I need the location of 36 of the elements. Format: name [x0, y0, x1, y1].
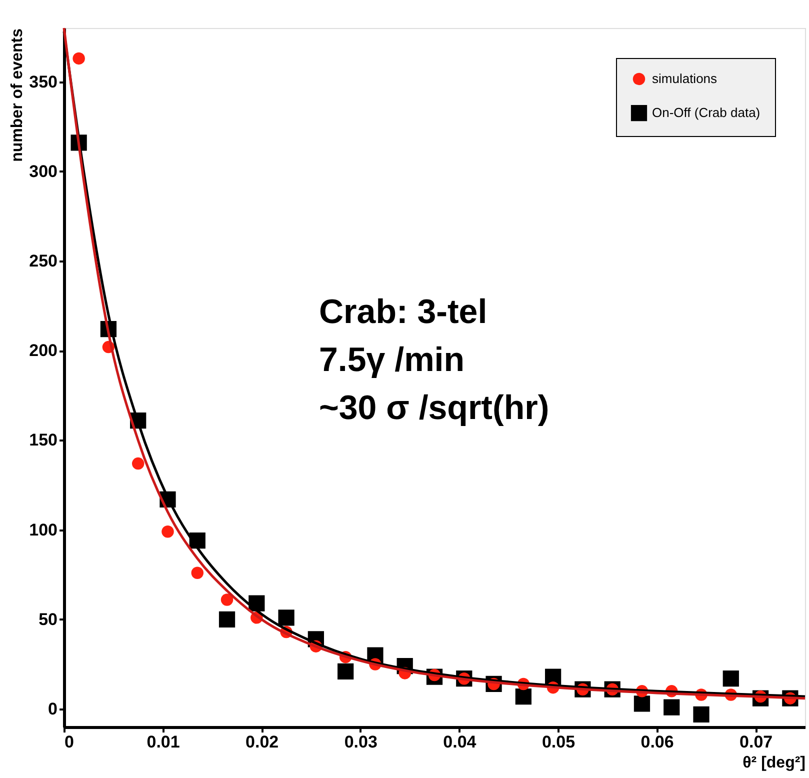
point	[278, 610, 294, 626]
annotation: 7.5γ /min	[319, 341, 465, 379]
point	[191, 566, 204, 579]
x-tick-label: 0.02	[246, 732, 279, 752]
legend-label: simulations	[652, 71, 718, 86]
y-tick-label: 300	[29, 162, 58, 181]
point	[693, 706, 710, 723]
x-tick-label: 0	[64, 732, 74, 752]
y-tick-label: 250	[29, 252, 58, 270]
point	[338, 663, 354, 680]
point	[664, 699, 680, 716]
x-tick-label: 0.01	[146, 732, 180, 752]
y-tick-label: 50	[38, 610, 58, 629]
x-tick-label: 0.04	[443, 732, 477, 752]
point	[634, 696, 650, 712]
y-tick-label: 200	[29, 341, 58, 360]
point	[162, 526, 174, 538]
x-tick-label: 0.06	[640, 732, 674, 752]
y-axis-title: number of events	[9, 28, 26, 162]
x-tick-label: 0.05	[542, 732, 576, 752]
y-tick-label: 150	[29, 430, 58, 450]
y-tick-label: 0	[48, 700, 58, 719]
y-tick-label: 100	[29, 520, 58, 540]
point	[220, 594, 234, 606]
point	[132, 457, 144, 470]
point	[515, 688, 532, 705]
annotation: Crab: 3-tel	[319, 293, 488, 331]
x-axis-title: θ² [deg²]	[742, 754, 806, 772]
point	[72, 52, 85, 65]
y-tick-label: 350	[29, 72, 58, 92]
annotation: ~30 σ /sqrt(hr)	[319, 389, 550, 427]
x-tick-label: 0.07	[740, 732, 773, 752]
legend-label: On-Off (Crab data)	[652, 105, 760, 120]
point	[722, 670, 739, 687]
x-tick-label: 0.03	[344, 732, 378, 752]
point	[218, 611, 236, 628]
